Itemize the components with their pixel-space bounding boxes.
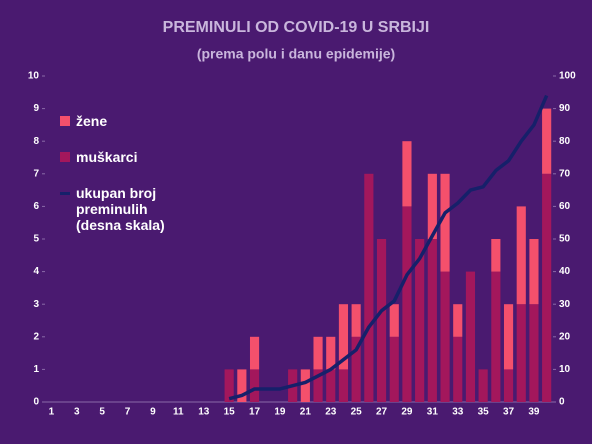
bar-segment [351, 304, 361, 337]
x-tick-label: 25 [351, 407, 363, 418]
x-tick-label: 1 [49, 407, 55, 418]
x-tick-label: 5 [99, 407, 105, 418]
y-tick-label: 2 [33, 331, 39, 342]
bar-segment [237, 369, 247, 402]
bar-segment [491, 271, 501, 402]
bar-segment [503, 369, 514, 402]
x-tick-label: 35 [478, 407, 490, 418]
y-tick-label: 8 [33, 136, 39, 147]
bar-segment [376, 239, 387, 402]
legend-swatch [60, 152, 70, 162]
line-series [228, 94, 549, 401]
y-tick-label: 4 [33, 266, 39, 277]
x-tick-label: 7 [125, 407, 131, 418]
x-tick-label: 23 [325, 407, 337, 418]
bar-segment [402, 206, 412, 402]
bar-segment [465, 271, 476, 402]
bar-segment [440, 271, 450, 402]
y-tick-label: 10 [28, 71, 40, 82]
bar-segment [338, 304, 349, 370]
legend: žene muškarci ukupan broj preminulih (desn… [60, 113, 190, 253]
bar-segment [427, 239, 437, 402]
bar-segment [491, 239, 501, 272]
bar-segment [338, 369, 349, 402]
y2-tick-label: 80 [559, 136, 571, 147]
x-tick-label: 33 [452, 407, 464, 418]
y-tick-label: 9 [33, 103, 39, 114]
bar-segment [453, 304, 463, 337]
bar-segment [503, 304, 514, 370]
y2-tick-label: 90 [559, 103, 571, 114]
y2-tick-label: 100 [559, 71, 576, 82]
y2-tick-label: 10 [559, 364, 571, 375]
bar-segment [529, 304, 539, 402]
bar-segment [313, 369, 323, 402]
bar-segment [427, 173, 437, 239]
legend-item: ukupan broj preminulih (desna skala) [60, 185, 190, 233]
bar-segment [389, 304, 399, 337]
bar-segment [415, 239, 425, 402]
bar-segment [351, 336, 361, 402]
x-tick-label: 31 [427, 407, 439, 418]
x-tick-label: 11 [173, 407, 184, 418]
y2-tick-label: 40 [559, 266, 571, 277]
legend-label: žene [76, 113, 108, 129]
bar-segment [478, 369, 488, 402]
bar-segment [313, 336, 323, 370]
y-tick-label: 7 [33, 168, 39, 179]
y-tick-label: 0 [33, 397, 39, 408]
chart-subtitle: (prema polu i danu epidemije) [197, 46, 395, 62]
x-tick-label: 39 [528, 407, 540, 418]
x-tick-label: 15 [224, 407, 236, 418]
bar-segment [542, 108, 552, 174]
y2-tick-label: 0 [559, 397, 565, 408]
bar-segment [389, 336, 399, 402]
chart-title: PREMINULI OD COVID-19 U SRBIJI [163, 19, 430, 36]
x-tick-label: 19 [274, 407, 286, 418]
x-tick-label: 13 [198, 407, 210, 418]
y-tick-label: 3 [33, 299, 39, 310]
x-tick-label: 17 [249, 407, 261, 418]
x-tick-label: 37 [503, 407, 515, 418]
legend-label: muškarci [76, 149, 138, 165]
bar-segment [402, 141, 412, 207]
x-tick-label: 29 [401, 407, 413, 418]
y2-tick-label: 30 [559, 299, 571, 310]
bar-segment [326, 336, 336, 370]
bar-segment [249, 369, 260, 402]
y-tick-label: 1 [33, 364, 39, 375]
bar-segment [326, 369, 336, 402]
x-tick-label: 21 [300, 407, 312, 418]
bar-segment [453, 336, 463, 402]
y2-tick-label: 50 [559, 234, 571, 245]
legend-item: žene [60, 113, 190, 129]
bar-segment [224, 369, 234, 402]
bar-segment [440, 173, 450, 272]
y2-tick-label: 60 [559, 201, 571, 212]
bar-segment [516, 206, 526, 305]
bar-segment [364, 173, 374, 402]
bar-segment [249, 336, 260, 370]
bar-segment [529, 239, 539, 305]
legend-item: muškarci [60, 149, 190, 165]
x-tick-label: 3 [74, 407, 80, 418]
bar-segment [516, 304, 526, 402]
y2-tick-label: 20 [559, 331, 571, 342]
x-tick-label: 27 [376, 407, 388, 418]
y2-tick-label: 70 [559, 168, 571, 179]
y-tick-label: 5 [33, 234, 39, 245]
legend-swatch [60, 116, 70, 126]
bar-segment [542, 173, 552, 402]
legend-label: ukupan broj preminulih (desna skala) [76, 185, 165, 233]
bar-segment [300, 369, 310, 402]
x-tick-label: 9 [150, 407, 156, 418]
legend-swatch [60, 192, 70, 195]
y-tick-label: 6 [33, 201, 39, 212]
